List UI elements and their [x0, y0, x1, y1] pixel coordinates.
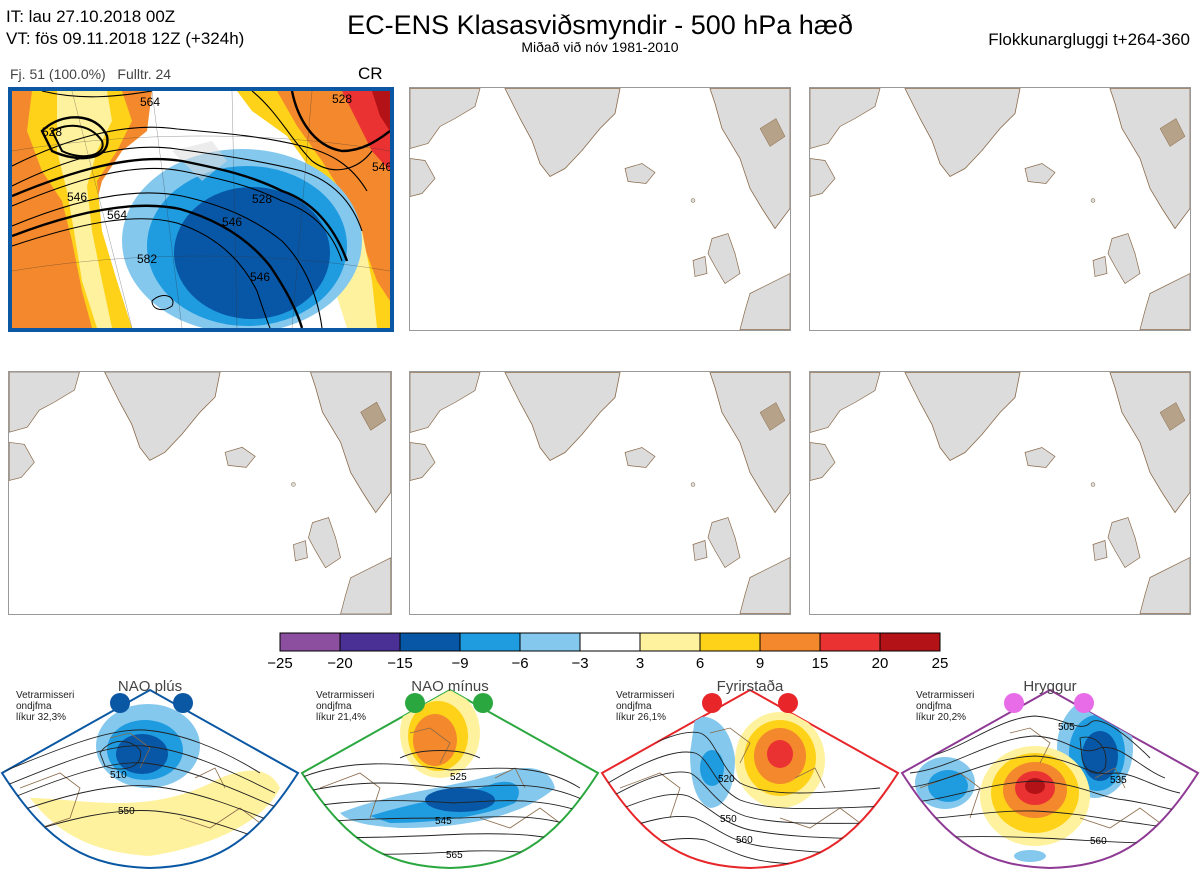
contour-label: 565: [446, 850, 463, 861]
contour-label: 528: [252, 192, 272, 206]
regime-marker-dot: [405, 693, 425, 713]
classification-window: Flokkunargluggi t+264-360: [988, 30, 1190, 49]
representative-member: Fulltr. 24: [117, 66, 172, 82]
empty-map-panel: [409, 87, 791, 331]
colorbar-tick-label: 15: [811, 655, 829, 672]
regime-marker-dot: [110, 693, 130, 713]
contour-label: 545: [435, 816, 452, 827]
contour-label: 560: [736, 835, 753, 846]
colorbar-tick-label: −20: [327, 655, 353, 672]
regime-name: NAO plús: [117, 678, 183, 695]
valid-time: VT: fös 09.11.2018 12Z (+324h): [6, 29, 245, 48]
regime-marker-dot: [473, 693, 493, 713]
contour-label: 564: [107, 208, 127, 222]
empty-map-panel: [409, 371, 791, 615]
regime-blocking: 520 550 560 Fyrirstaða Vetrarmisseri ond…: [600, 678, 900, 871]
regime-stats: Vetrarmisseri ondjfma líkur 20,2%: [916, 690, 975, 723]
regime-marker-dot: [1004, 693, 1024, 713]
colorbar-tick-label: −15: [387, 655, 413, 672]
contour-label: 546: [67, 190, 87, 204]
regime-name: Fyrirstaða: [716, 678, 784, 695]
contour-label: 535: [1110, 775, 1127, 786]
regime-marker-dot: [778, 693, 798, 713]
colorbar-tick-label: 9: [755, 655, 765, 672]
regime-stats: Vetrarmisseri ondjfma líkur 32,3%: [16, 690, 75, 723]
page-subtitle: Miðað við nóv 1981-2010: [521, 39, 679, 55]
regime-marker-dot: [173, 693, 193, 713]
contour-label: 564: [140, 95, 160, 109]
colorbar-swatch: [639, 632, 701, 652]
cluster-map-panel: 528 546 564 582 546 528 546 564 528 546: [8, 87, 394, 332]
colorbar-tick-label: 6: [695, 655, 705, 672]
contour-label: 528: [42, 125, 62, 139]
colorbar-tick-label: 20: [871, 655, 889, 672]
regime-name: Hryggur: [1023, 678, 1077, 695]
contour-label: 546: [372, 160, 390, 174]
colorbar-tick-label: 25: [931, 655, 949, 672]
colorbar-tick-label: −9: [451, 655, 469, 672]
contour-label: 550: [118, 806, 135, 817]
regime-nao-minus: 525 545 565 NAO mínus Vetrarmisseri ondj…: [300, 678, 600, 871]
header-dates: IT: lau 27.10.2018 00Z VT: fös 09.11.201…: [6, 6, 244, 50]
initial-time: IT: lau 27.10.2018 00Z: [6, 7, 176, 26]
colorbar-tick-label: 3: [635, 655, 645, 672]
contour-label: 582: [137, 252, 157, 266]
colorbar-swatch: [339, 632, 401, 652]
cluster-info: Fj. 51 (100.0%) Fulltr. 24: [10, 66, 171, 82]
colorbar-swatch: [579, 632, 641, 652]
regime-marker-dot: [702, 693, 722, 713]
colorbar-tick-label: −6: [511, 655, 529, 672]
regime-ridge: 505 535 560 Hryggur Vetrarmisseri ondjfm…: [900, 678, 1200, 871]
colorbar-swatch: [759, 632, 821, 652]
regime-nao-plus: 510 550 NAO plús Vetrarmisseri ondjfma l…: [0, 678, 300, 871]
contour-label: 546: [250, 270, 270, 284]
colorbar-swatch: [279, 632, 341, 652]
page-title: EC-ENS Klasasviðsmyndir - 500 hPa hæð: [347, 10, 853, 40]
contour-label: 510: [110, 770, 127, 781]
colorbar: [279, 632, 943, 657]
empty-map-panel: [809, 87, 1191, 331]
colorbar-tick-label: −25: [267, 655, 293, 672]
colorbar-swatch: [879, 632, 941, 652]
contour-label: 520: [718, 774, 735, 785]
contour-label: 525: [450, 772, 467, 783]
empty-map-panel: [8, 371, 392, 615]
colorbar-swatch: [819, 632, 881, 652]
colorbar-swatch: [519, 632, 581, 652]
colorbar-swatch: [459, 632, 521, 652]
contour-label: 550: [720, 814, 737, 825]
contour-label: 528: [332, 92, 352, 106]
colorbar-swatch: [699, 632, 761, 652]
empty-map-panel: [809, 371, 1191, 615]
contour-label: 560: [1090, 836, 1107, 847]
colorbar-swatches: [279, 632, 941, 652]
colorbar-swatch: [399, 632, 461, 652]
members-count: Fj. 51 (100.0%): [10, 66, 106, 82]
regime-name: NAO mínus: [411, 678, 489, 695]
regime-stats: Vetrarmisseri ondjfma líkur 26,1%: [616, 690, 675, 723]
regime-marker-dot: [1074, 693, 1094, 713]
contour-label: 505: [1058, 722, 1075, 733]
regime-code: CR: [358, 64, 383, 83]
regime-stats: Vetrarmisseri ondjfma líkur 21,4%: [316, 690, 375, 723]
contour-label: 546: [222, 215, 242, 229]
colorbar-tick-label: −3: [571, 655, 589, 672]
